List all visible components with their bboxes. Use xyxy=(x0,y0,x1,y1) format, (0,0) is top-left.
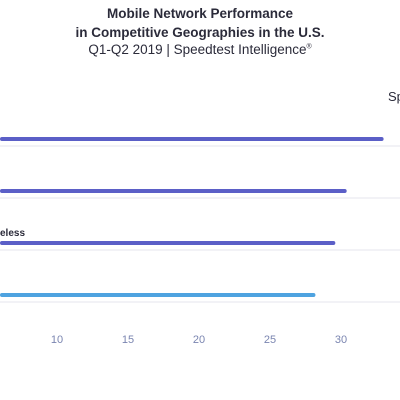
bar-1 xyxy=(0,137,384,141)
carrier-label: eless xyxy=(0,228,26,239)
x-tick-label: 20 xyxy=(193,334,205,346)
x-tick-label: 30 xyxy=(335,334,347,346)
subtitle-text: Q1-Q2 2019 | Speedtest Intelligence xyxy=(88,42,307,57)
bar-3 xyxy=(0,241,336,245)
legend-label: Sp xyxy=(388,89,400,104)
x-tick-label: 10 xyxy=(51,334,63,346)
x-tick-label: 15 xyxy=(122,334,134,346)
chart-subtitle: Q1-Q2 2019 | Speedtest Intelligence® xyxy=(0,42,400,57)
x-tick-label: 25 xyxy=(264,334,276,346)
bar-4 xyxy=(0,293,316,297)
bar-2 xyxy=(0,189,347,193)
registered-mark: ® xyxy=(306,43,312,51)
title-line-2: in Competitive Geographies in the U.S. xyxy=(75,25,325,40)
title-line-1: Mobile Network Performance xyxy=(106,6,294,21)
